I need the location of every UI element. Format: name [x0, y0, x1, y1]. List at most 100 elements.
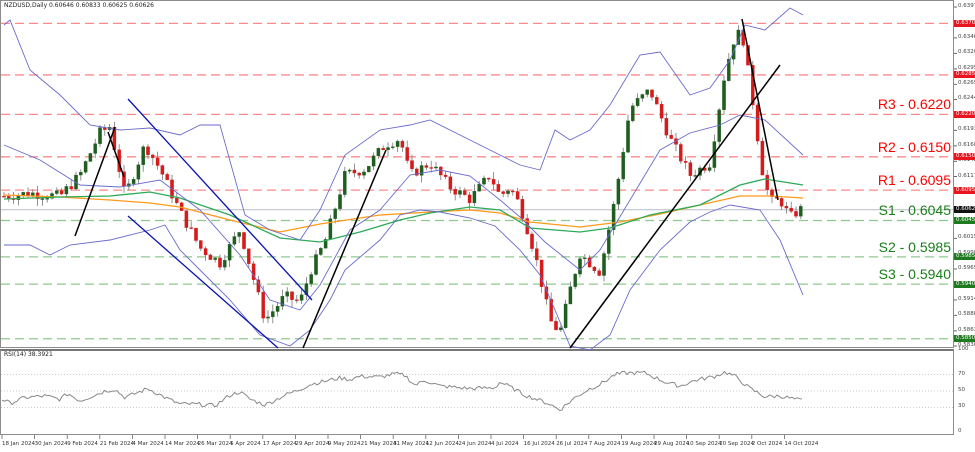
bollinger-middle [3, 114, 804, 311]
rsi-tick: 0 [958, 428, 962, 434]
bearish-candle [69, 186, 73, 190]
bearish-candle [592, 266, 597, 271]
bullish-candle [563, 303, 568, 328]
date-tick: 19 Aug 2024 [621, 441, 657, 447]
bullish-candle [237, 232, 241, 237]
bearish-candle [194, 227, 198, 241]
bearish-candle [443, 174, 448, 177]
bullish-candle [88, 153, 93, 162]
bullish-candle [626, 120, 630, 153]
bullish-candle [213, 257, 217, 260]
bearish-candle [439, 166, 443, 176]
price-tick: 0.63970 [958, 3, 975, 9]
price-tick: 0.62950 [958, 64, 975, 71]
price-tick: 0.61175 [958, 172, 975, 179]
bullish-candle [371, 155, 376, 167]
rsi-pane[interactable] [0, 349, 954, 435]
bearish-candle [251, 263, 256, 280]
date-tick: 4 Mar 2024 [132, 441, 164, 447]
bearish-candle [424, 165, 429, 168]
bearish-candle [679, 144, 683, 162]
bearish-candle [755, 104, 760, 142]
bearish-candle [597, 270, 601, 276]
rsi-tick: 30 [958, 403, 965, 410]
bullish-candle [347, 169, 352, 172]
bullish-candle [616, 178, 621, 205]
bullish-candle [568, 286, 573, 305]
price-tick: 0.58885 [958, 311, 975, 318]
bearish-candle [789, 207, 793, 212]
bearish-candle [59, 190, 64, 195]
price-tick: 0.58380 [958, 342, 975, 348]
bearish-candle [429, 167, 433, 169]
bullish-candle [50, 193, 54, 199]
bearish-candle [247, 248, 251, 264]
bearish-candle [491, 179, 496, 185]
bullish-candle [640, 94, 645, 99]
bullish-candle [93, 143, 97, 154]
bearish-candle [463, 190, 467, 196]
price-tick: 0.59650 [958, 264, 975, 271]
moving-average-orange [3, 194, 804, 233]
bearish-candle [659, 103, 664, 119]
trendline-aug-up [569, 64, 781, 349]
bearish-candle [165, 174, 169, 181]
level-label-r1: R1 - 0.6095 [877, 172, 951, 189]
price-tick: 0.59900 [958, 250, 975, 256]
level-label-s2: S2 - 0.5985 [878, 238, 951, 255]
bearish-candle [175, 198, 179, 203]
bearish-candle [664, 118, 669, 136]
date-tick: 21 Feb 2024 [99, 441, 135, 447]
bullish-candle [727, 59, 731, 81]
level-label-r3: R3 - 0.6220 [877, 96, 951, 113]
price-tick: 0.58630 [958, 326, 975, 333]
bullish-candle [583, 257, 587, 259]
bearish-candle [203, 248, 208, 256]
bullish-candle [131, 179, 136, 184]
bullish-candle [367, 166, 371, 173]
bullish-candle [635, 98, 640, 106]
bearish-candle [784, 206, 789, 209]
bullish-candle [477, 183, 481, 192]
bearish-candle [218, 257, 222, 268]
rsi-tick: 70 [958, 370, 965, 377]
bearish-candle [765, 174, 769, 191]
bullish-candle [227, 244, 232, 261]
bearish-candle [511, 190, 515, 193]
trendline-feb-down [107, 131, 125, 178]
date-tick: 14 Mar 2024 [165, 441, 200, 447]
price-pane[interactable] [0, 0, 954, 348]
bearish-candle [650, 89, 654, 98]
bearish-candle [779, 198, 784, 207]
bullish-candle [631, 105, 635, 121]
bullish-candle [83, 161, 88, 173]
moving-average-green [3, 178, 804, 243]
trendline-may-up [302, 149, 387, 349]
bullish-candle [482, 177, 486, 185]
date-tick: 9 Feb 2024 [67, 441, 98, 447]
bullish-candle [319, 248, 323, 255]
bearish-candle [357, 172, 361, 176]
bearish-candle [448, 176, 453, 190]
price-tick: 0.61425 [958, 157, 975, 164]
bearish-candle [549, 298, 553, 322]
bullish-candle [136, 164, 141, 180]
bullish-candle [223, 260, 227, 268]
bullish-candle [333, 208, 337, 219]
bearish-candle [352, 169, 357, 174]
date-tick: 26 Jul 2024 [556, 441, 588, 447]
rsi-tick: 100 [958, 346, 969, 352]
bearish-candle [410, 160, 414, 170]
level-label-s3: S3 - 0.5940 [878, 266, 951, 283]
bearish-candle [655, 97, 659, 105]
date-tick: 20 Sep 2024 [719, 441, 755, 447]
bullish-candle [391, 146, 395, 148]
bearish-candle [242, 232, 246, 249]
bearish-candle [467, 194, 472, 204]
price-tick: 0.59140 [958, 295, 975, 302]
price-tick: 0.61935 [958, 126, 975, 133]
